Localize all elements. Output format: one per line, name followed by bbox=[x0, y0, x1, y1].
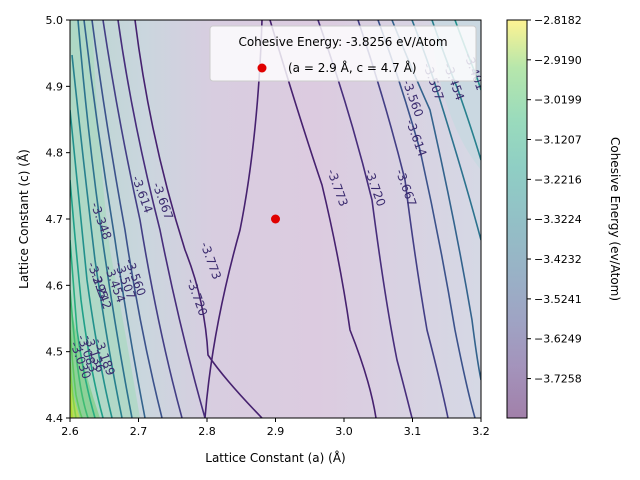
contour-line bbox=[91, 20, 163, 418]
legend-title: Cohesive Energy: -3.8256 eV/Atom bbox=[238, 35, 447, 49]
fill-region-bottom-left bbox=[70, 300, 100, 418]
y-tick-label: 4.6 bbox=[46, 279, 64, 292]
contour-line bbox=[71, 54, 123, 418]
fill-region-corner bbox=[70, 380, 80, 418]
y-tick-label: 4.8 bbox=[46, 147, 64, 160]
colorbar-tick-label: −3.5241 bbox=[534, 293, 582, 306]
y-tick-label: 4.5 bbox=[46, 346, 64, 359]
y-tick-label: 4.4 bbox=[46, 412, 64, 425]
legend: Cohesive Energy: -3.8256 eV/Atom (a = 2.… bbox=[209, 25, 477, 82]
colorbar-gradient bbox=[507, 20, 527, 418]
contour-line bbox=[77, 20, 133, 418]
colorbar-tick-label: −3.6249 bbox=[534, 333, 582, 346]
y-axis-label: Lattice Constant (c) (Å) bbox=[16, 149, 31, 289]
contour-line bbox=[83, 20, 146, 418]
y-tick-label: 5.0 bbox=[46, 14, 64, 27]
colorbar-tick-label: −3.0199 bbox=[534, 94, 582, 107]
colorbar-tick-label: −3.1207 bbox=[534, 134, 582, 147]
contour-line bbox=[70, 239, 96, 418]
x-tick-label: 2.9 bbox=[267, 425, 285, 438]
y-tick-label: 4.9 bbox=[46, 80, 64, 93]
contour-line bbox=[134, 20, 263, 418]
x-tick-label: 3.0 bbox=[335, 425, 353, 438]
colorbar-tick-label: −3.7258 bbox=[534, 373, 582, 386]
x-axis-label: Lattice Constant (a) (Å) bbox=[205, 450, 345, 465]
colorbar-tick-label: −2.8182 bbox=[534, 14, 582, 27]
x-tick-label: 2.7 bbox=[130, 425, 148, 438]
colorbar-label: Cohesive Energy (ev/Atom) bbox=[608, 137, 622, 301]
legend-entry-label: (a = 2.9 Å, c = 4.7 Å) bbox=[288, 60, 417, 75]
x-tick-label: 2.8 bbox=[198, 425, 216, 438]
y-axis-ticks: 4.4 4.5 4.6 4.7 4.8 4.9 5.0 bbox=[46, 14, 70, 425]
legend-marker-red-dot bbox=[257, 63, 267, 73]
minimum-point-marker bbox=[271, 214, 280, 224]
contour-line bbox=[317, 20, 413, 418]
x-tick-label: 2.6 bbox=[61, 425, 79, 438]
colorbar-tick-label: −2.9190 bbox=[534, 54, 582, 67]
contour-line bbox=[377, 20, 476, 418]
colorbar-tick-label: −3.4232 bbox=[534, 253, 582, 266]
contour-line bbox=[357, 20, 449, 418]
colorbar-tick-label: −3.3224 bbox=[534, 213, 582, 226]
y-tick-label: 4.7 bbox=[46, 213, 64, 226]
contour-line bbox=[70, 179, 104, 418]
contour-line bbox=[117, 20, 206, 418]
x-tick-label: 3.2 bbox=[472, 425, 490, 438]
x-axis-ticks: 2.6 2.7 2.8 2.9 3.0 3.1 3.2 bbox=[61, 418, 490, 438]
colorbar-tick-label: −3.2216 bbox=[534, 173, 582, 186]
colorbar-ticks: −2.8182 −2.9190 −3.0199 −3.1207 −3.2216 −3.32… bbox=[527, 14, 582, 386]
x-tick-label: 3.1 bbox=[404, 425, 422, 438]
contour-line bbox=[269, 20, 377, 418]
contour-line bbox=[70, 289, 89, 418]
contour-line bbox=[102, 20, 183, 418]
contour-line bbox=[70, 329, 83, 418]
colorbar: −2.8182 −2.9190 −3.0199 −3.1207 −3.2216 −3.32… bbox=[506, 14, 622, 419]
contour-line bbox=[70, 109, 113, 418]
